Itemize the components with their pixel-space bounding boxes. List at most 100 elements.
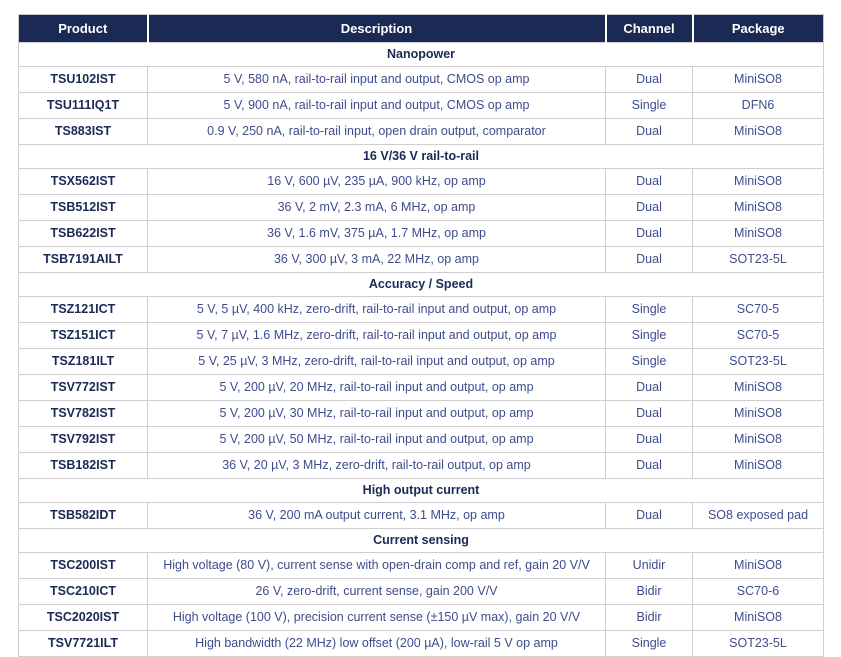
description-cell: 5 V, 25 µV, 3 MHz, zero-drift, rail-to-r…: [147, 348, 606, 375]
product-cell: TSB512IST: [18, 194, 148, 221]
section-title: 16 V/36 V rail-to-rail: [18, 144, 824, 169]
channel-cell: Dual: [605, 194, 693, 221]
section-row: 16 V/36 V rail-to-rail: [18, 144, 824, 169]
package-cell: SC70-5: [692, 296, 824, 323]
table-row: TSV782IST 5 V, 200 µV, 30 MHz, rail-to-ra…: [18, 400, 824, 427]
channel-cell: Bidir: [605, 604, 693, 631]
channel-cell: Dual: [605, 426, 693, 453]
description-cell: High voltage (80 V), current sense with …: [147, 552, 606, 579]
description-cell: 36 V, 2 mV, 2.3 mA, 6 MHz, op amp: [147, 194, 606, 221]
product-cell: TSU111IQ1T: [18, 92, 148, 119]
channel-cell: Dual: [605, 168, 693, 195]
column-header-package: Package: [691, 14, 824, 43]
section-row: Accuracy / Speed: [18, 272, 824, 297]
package-cell: SOT23-5L: [692, 630, 824, 657]
table-row: TSC2020IST High voltage (100 V), precisio…: [18, 604, 824, 631]
description-cell: 5 V, 200 µV, 20 MHz, rail-to-rail input …: [147, 374, 606, 401]
product-cell: TSC210ICT: [18, 578, 148, 605]
table-row: TSC210ICT 26 V, zero-drift, current sense…: [18, 578, 824, 605]
channel-cell: Single: [605, 348, 693, 375]
package-cell: DFN6: [692, 92, 824, 119]
package-cell: MiniSO8: [692, 400, 824, 427]
channel-cell: Bidir: [605, 578, 693, 605]
description-cell: 5 V, 200 µV, 30 MHz, rail-to-rail input …: [147, 400, 606, 427]
product-cell: TSB622IST: [18, 220, 148, 247]
table-header: Product Description Channel Package: [18, 14, 824, 43]
package-cell: SOT23-5L: [692, 246, 824, 273]
channel-cell: Dual: [605, 118, 693, 145]
table-row: TSB7191AILT 36 V, 300 µV, 3 mA, 22 MHz, o…: [18, 246, 824, 273]
channel-cell: Single: [605, 630, 693, 657]
section-row: High output current: [18, 478, 824, 503]
product-cell: TSV7721ILT: [18, 630, 148, 657]
table-row: TSZ121ICT 5 V, 5 µV, 400 kHz, zero-drift,…: [18, 296, 824, 323]
table-row: TSV772IST 5 V, 200 µV, 20 MHz, rail-to-ra…: [18, 374, 824, 401]
channel-cell: Dual: [605, 66, 693, 93]
description-cell: 36 V, 20 µV, 3 MHz, zero-drift, rail-to-…: [147, 452, 606, 479]
product-cell: TSV772IST: [18, 374, 148, 401]
section-row: Current sensing: [18, 528, 824, 553]
description-cell: 36 V, 300 µV, 3 mA, 22 MHz, op amp: [147, 246, 606, 273]
section-title: Nanopower: [18, 42, 824, 67]
column-header-product: Product: [18, 14, 148, 43]
description-cell: High voltage (100 V), precision current …: [147, 604, 606, 631]
channel-cell: Dual: [605, 502, 693, 529]
product-cell: TSZ121ICT: [18, 296, 148, 323]
product-cell: TSB7191AILT: [18, 246, 148, 273]
product-cell: TSV792IST: [18, 426, 148, 453]
package-cell: SO8 exposed pad: [692, 502, 824, 529]
package-cell: SC70-5: [692, 322, 824, 349]
product-cell: TSZ181ILT: [18, 348, 148, 375]
description-cell: 5 V, 5 µV, 400 kHz, zero-drift, rail-to-…: [147, 296, 606, 323]
section-row: Nanopower: [18, 42, 824, 67]
section-title: Current sensing: [18, 528, 824, 553]
description-cell: 0.9 V, 250 nA, rail-to-rail input, open …: [147, 118, 606, 145]
product-cell: TS883IST: [18, 118, 148, 145]
product-cell: TSZ151ICT: [18, 322, 148, 349]
package-cell: MiniSO8: [692, 118, 824, 145]
product-cell: TSC200IST: [18, 552, 148, 579]
header-row: Product Description Channel Package: [18, 14, 824, 43]
table-row: TSU102IST 5 V, 580 nA, rail-to-rail input…: [18, 66, 824, 93]
channel-cell: Dual: [605, 400, 693, 427]
table-row: TS883IST 0.9 V, 250 nA, rail-to-rail inpu…: [18, 118, 824, 145]
product-cell: TSB182IST: [18, 452, 148, 479]
package-cell: SOT23-5L: [692, 348, 824, 375]
package-cell: MiniSO8: [692, 66, 824, 93]
channel-cell: Dual: [605, 246, 693, 273]
product-cell: TSU102IST: [18, 66, 148, 93]
package-cell: MiniSO8: [692, 194, 824, 221]
section-title: High output current: [18, 478, 824, 503]
description-cell: 36 V, 1.6 mV, 375 µA, 1.7 MHz, op amp: [147, 220, 606, 247]
package-cell: MiniSO8: [692, 426, 824, 453]
description-cell: High bandwidth (22 MHz) low offset (200 …: [147, 630, 606, 657]
channel-cell: Unidir: [605, 552, 693, 579]
description-cell: 5 V, 200 µV, 50 MHz, rail-to-rail input …: [147, 426, 606, 453]
table-row: TSV792IST 5 V, 200 µV, 50 MHz, rail-to-ra…: [18, 426, 824, 453]
table-row: TSB512IST 36 V, 2 mV, 2.3 mA, 6 MHz, op a…: [18, 194, 824, 221]
product-cell: TSC2020IST: [18, 604, 148, 631]
table-row: TSU111IQ1T 5 V, 900 nA, rail-to-rail inpu…: [18, 92, 824, 119]
table-row: TSC200IST High voltage (80 V), current se…: [18, 552, 824, 579]
package-cell: MiniSO8: [692, 452, 824, 479]
description-cell: 5 V, 580 nA, rail-to-rail input and outp…: [147, 66, 606, 93]
package-cell: MiniSO8: [692, 552, 824, 579]
column-header-channel: Channel: [604, 14, 693, 43]
channel-cell: Dual: [605, 452, 693, 479]
channel-cell: Dual: [605, 220, 693, 247]
channel-cell: Single: [605, 322, 693, 349]
table-row: TSB622IST 36 V, 1.6 mV, 375 µA, 1.7 MHz, …: [18, 220, 824, 247]
product-cell: TSX562IST: [18, 168, 148, 195]
table-row: TSB582IDT 36 V, 200 mA output current, 3.…: [18, 502, 824, 529]
product-cell: TSB582IDT: [18, 502, 148, 529]
package-cell: MiniSO8: [692, 168, 824, 195]
column-header-description: Description: [146, 14, 606, 43]
product-table: Product Description Channel Package Nano…: [18, 14, 824, 657]
package-cell: MiniSO8: [692, 220, 824, 247]
package-cell: MiniSO8: [692, 604, 824, 631]
table-row: TSZ151ICT 5 V, 7 µV, 1.6 MHz, zero-drift,…: [18, 322, 824, 349]
description-cell: 26 V, zero-drift, current sense, gain 20…: [147, 578, 606, 605]
channel-cell: Dual: [605, 374, 693, 401]
product-cell: TSV782IST: [18, 400, 148, 427]
